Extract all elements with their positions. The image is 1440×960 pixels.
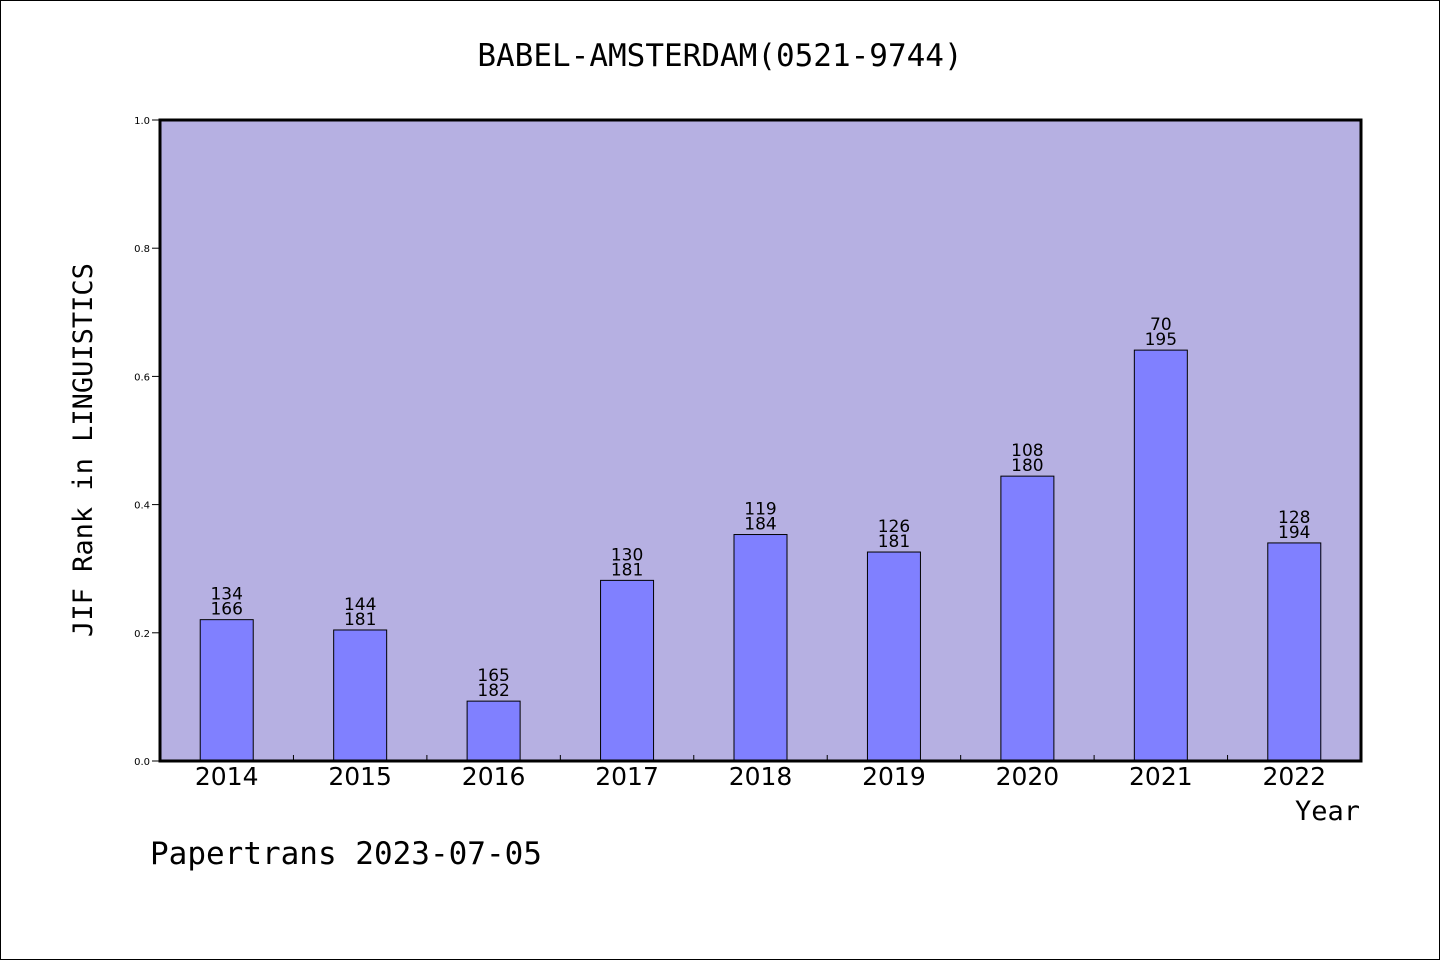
- bar-total-label: 184: [744, 515, 776, 535]
- bar-total-label: 181: [344, 610, 376, 630]
- chart-title: BABEL-AMSTERDAM(0521-9744): [477, 38, 962, 74]
- bar-total-label: 166: [210, 600, 242, 620]
- y-axis: 0.0 0.2 0.4 0.6 0.8 1.0: [134, 116, 160, 768]
- footer-credit: Papertrans 2023-07-05: [150, 836, 542, 872]
- x-tick-label: 2021: [1129, 762, 1193, 791]
- bar-2022: [1267, 542, 1322, 762]
- bar-2021: [1133, 349, 1188, 762]
- x-tick-label: 2018: [729, 762, 793, 791]
- plot-border: [158, 118, 1363, 763]
- bar-rank-label: 165: [477, 666, 509, 686]
- bar-rank-label: 108: [1011, 441, 1043, 461]
- bar-2016: [466, 700, 521, 762]
- y-tick-label: 1.0: [134, 116, 150, 127]
- x-tick-label: 2016: [462, 762, 526, 791]
- bar-2017: [600, 579, 655, 762]
- y-tick-label: 0.0: [134, 757, 150, 768]
- bar-2019: [866, 551, 921, 762]
- y-tick-label: 0.4: [134, 501, 150, 512]
- x-tick-label: 2019: [862, 762, 926, 791]
- bar-total-label: 194: [1278, 523, 1310, 543]
- bar-2018: [733, 534, 788, 762]
- bar-rank-label: 128: [1278, 508, 1310, 528]
- bar-2020: [1000, 475, 1055, 762]
- y-tick-label: 0.2: [134, 629, 150, 640]
- bar-total-label: 181: [611, 560, 643, 580]
- bars-layer: [199, 349, 1322, 762]
- bar-rank-label: 130: [611, 545, 643, 565]
- x-tick-label: 2014: [195, 762, 259, 791]
- bar-rank-label: 119: [744, 500, 776, 520]
- bar-rank-label: 70: [1150, 315, 1172, 335]
- x-tick-label: 2022: [1262, 762, 1326, 791]
- bar-total-label: 181: [878, 532, 910, 552]
- bar-rank-label: 134: [210, 585, 242, 605]
- bar-total-label: 180: [1011, 456, 1043, 476]
- y-axis-label: JIF Rank in LINGUISTICS: [68, 263, 99, 637]
- x-tick-label: 2020: [996, 762, 1060, 791]
- y-tick-label: 0.8: [134, 244, 150, 255]
- bar-2014: [199, 619, 254, 762]
- bar-total-label: 182: [477, 681, 509, 701]
- bar-total-label: 195: [1145, 330, 1177, 350]
- bar-rank-label: 144: [344, 595, 376, 615]
- x-axis: 2014 2015 2016 2017 2018 2019 2020 2021 2022: [195, 755, 1326, 791]
- bar-2015: [333, 629, 388, 762]
- y-tick-label: 0.6: [134, 372, 150, 383]
- bar-rank-label: 126: [878, 517, 910, 537]
- x-tick-label: 2015: [328, 762, 392, 791]
- x-tick-label: 2017: [595, 762, 659, 791]
- x-axis-label: Year: [1295, 796, 1360, 827]
